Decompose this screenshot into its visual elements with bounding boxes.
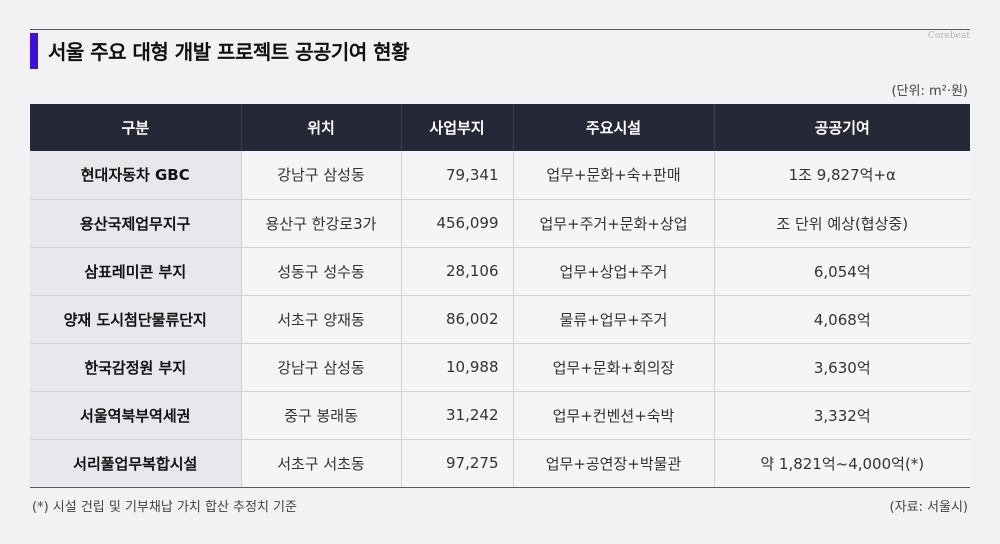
cell-site-area: 97,275 — [400, 438, 513, 488]
cell-contribution: 3,630억 — [713, 342, 970, 391]
table-header-row: 구분 위치 사업부지 주요시설 공공기여 — [30, 104, 970, 151]
cell-location: 중구 봉래동 — [240, 390, 401, 439]
cell-project-name: 양재 도시첨단물류단지 — [30, 294, 241, 343]
cell-location: 서초구 양재동 — [240, 294, 401, 343]
source-note: (자료: 서울시) — [889, 500, 968, 515]
cell-facilities: 업무+공연장+박물관 — [512, 438, 714, 488]
cell-site-area: 456,099 — [400, 198, 513, 247]
cell-project-name: 용산국제업무지구 — [30, 198, 241, 247]
cell-location: 강남구 삼성동 — [240, 151, 401, 199]
cell-location: 서초구 서초동 — [240, 438, 401, 488]
brand-logo: Corebeat — [927, 31, 970, 41]
cell-location: 용산구 한강로3가 — [240, 198, 401, 247]
table-row: 서울역북부역세권 중구 봉래동 31,242 업무+컨벤션+숙박 3,332억 — [30, 390, 970, 439]
unit-label: (단위: m²·원) — [891, 84, 968, 99]
cell-site-area: 10,988 — [400, 342, 513, 391]
header-category: 구분 — [30, 104, 241, 151]
cell-contribution: 6,054억 — [713, 246, 970, 295]
cell-facilities: 물류+업무+주거 — [512, 294, 714, 343]
cell-contribution: 4,068억 — [713, 294, 970, 343]
cell-project-name: 현대자동차 GBC — [30, 151, 241, 199]
header-location: 위치 — [240, 104, 401, 151]
cell-contribution: 조 단위 예상(협상중) — [713, 198, 970, 247]
header-facilities: 주요시설 — [512, 104, 714, 151]
header-site: 사업부지 — [400, 104, 513, 151]
cell-facilities: 업무+상업+주거 — [512, 246, 714, 295]
table-row: 양재 도시첨단물류단지 서초구 양재동 86,002 물류+업무+주거 4,06… — [30, 294, 970, 343]
cell-site-area: 31,242 — [400, 390, 513, 439]
cell-contribution: 3,332억 — [713, 390, 970, 439]
table-row: 용산국제업무지구 용산구 한강로3가 456,099 업무+주거+문화+상업 조… — [30, 198, 970, 247]
table-row: 한국감정원 부지 강남구 삼성동 10,988 업무+문화+회의장 3,630억 — [30, 342, 970, 391]
cell-project-name: 삼표레미콘 부지 — [30, 246, 241, 295]
table-row: 삼표레미콘 부지 성동구 성수동 28,106 업무+상업+주거 6,054억 — [30, 246, 970, 295]
table-row: 현대자동차 GBC 강남구 삼성동 79,341 업무+문화+숙+판매 1조 9… — [30, 151, 970, 199]
cell-location: 성동구 성수동 — [240, 246, 401, 295]
cell-site-area: 86,002 — [400, 294, 513, 343]
cell-location: 강남구 삼성동 — [240, 342, 401, 391]
cell-site-area: 79,341 — [400, 151, 513, 199]
title-accent-bar — [30, 33, 38, 69]
cell-site-area: 28,106 — [400, 246, 513, 295]
cell-project-name: 한국감정원 부지 — [30, 342, 241, 391]
table-row: 서리풀업무복합시설 서초구 서초동 97,275 업무+공연장+박물관 약 1,… — [30, 438, 970, 488]
cell-facilities: 업무+컨벤션+숙박 — [512, 390, 714, 439]
page-title: 서울 주요 대형 개발 프로젝트 공공기여 현황 — [48, 40, 409, 64]
cell-facilities: 업무+문화+회의장 — [512, 342, 714, 391]
cell-facilities: 업무+문화+숙+판매 — [512, 151, 714, 199]
cell-facilities: 업무+주거+문화+상업 — [512, 198, 714, 247]
cell-project-name: 서리풀업무복합시설 — [30, 438, 241, 488]
header-contribution: 공공기여 — [713, 104, 970, 151]
contribution-table: 구분 위치 사업부지 주요시설 공공기여 현대자동차 GBC 강남구 삼성동 7… — [30, 104, 970, 488]
footnote: (*) 시설 건립 및 기부채납 가치 합산 추정치 기준 — [32, 500, 297, 515]
cell-project-name: 서울역북부역세권 — [30, 390, 241, 439]
cell-contribution: 약 1,821억~4,000억(*) — [713, 438, 970, 488]
top-rule — [30, 29, 970, 30]
cell-contribution: 1조 9,827억+α — [713, 151, 970, 199]
